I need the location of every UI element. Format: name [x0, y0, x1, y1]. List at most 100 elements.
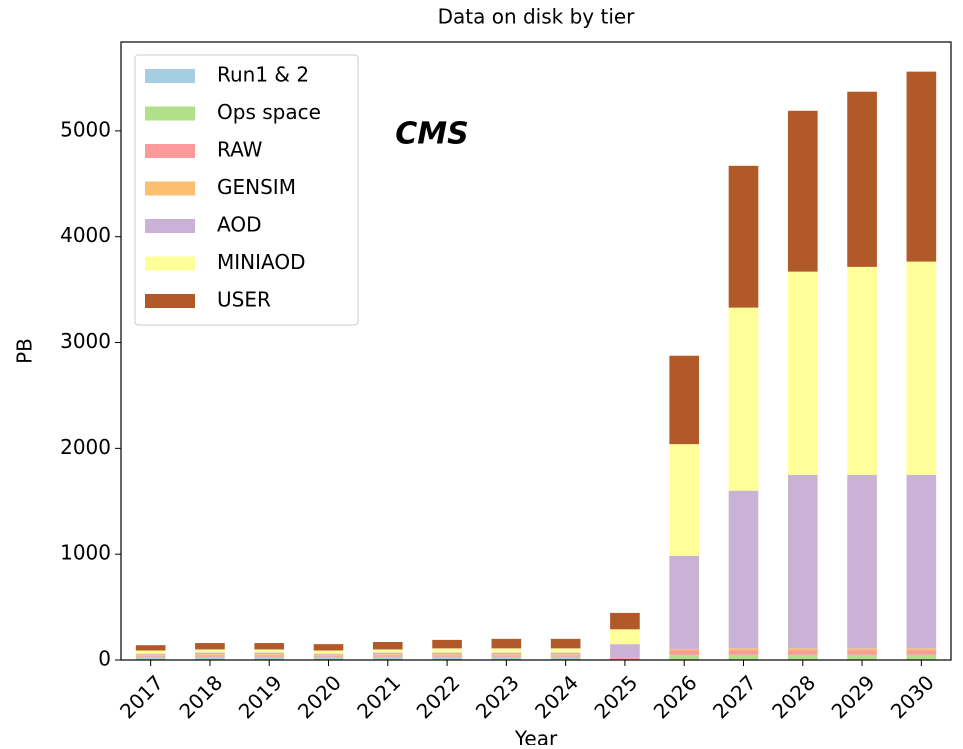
legend-label: USER	[217, 288, 271, 312]
bar-segment	[728, 490, 759, 649]
bar-segment	[432, 655, 462, 657]
bar-segment	[372, 652, 403, 655]
bar-segment	[313, 656, 344, 658]
bar-segment	[787, 650, 818, 655]
bar-segment	[313, 650, 344, 654]
bar-segment	[669, 654, 700, 660]
y-tick-label: 2000	[60, 435, 111, 459]
legend-swatch	[145, 181, 195, 196]
bar-segment	[550, 656, 581, 658]
bar-segment	[847, 474, 877, 649]
bar-segment	[787, 654, 818, 660]
legend-swatch	[145, 69, 195, 83]
x-tick-label: 2026	[649, 670, 702, 723]
bar-segment	[372, 656, 403, 658]
bar-segment	[372, 642, 403, 650]
legend-label: RAW	[217, 138, 263, 162]
bar-segment	[195, 643, 225, 650]
bar-segment	[254, 656, 285, 658]
bar-segment	[372, 654, 403, 656]
bar-segment	[847, 654, 877, 660]
x-tick-label: 2020	[293, 670, 346, 723]
bar-segment	[906, 648, 937, 651]
legend-swatch	[145, 256, 195, 271]
bar-segment	[432, 654, 462, 656]
y-tick-label: 5000	[60, 117, 111, 141]
bar-segment	[432, 657, 462, 660]
legend-swatch	[145, 219, 195, 233]
bar-segment	[491, 654, 522, 656]
bar-segment	[195, 652, 225, 655]
y-tick-label: 3000	[60, 329, 111, 353]
bar-segment	[787, 474, 818, 649]
bar-segment	[787, 271, 818, 475]
annotation: CMS	[395, 117, 468, 152]
x-tick-label: 2021	[352, 670, 405, 723]
y-tick-label: 0	[98, 647, 111, 671]
bar-segment	[669, 355, 700, 445]
bar-segment	[491, 652, 522, 655]
x-tick-label: 2019	[234, 670, 287, 723]
bar-segment	[432, 656, 462, 658]
y-axis-label: PB	[13, 338, 37, 364]
legend-swatch	[145, 294, 195, 308]
bar-segment	[906, 474, 937, 649]
bar-segment	[135, 655, 166, 657]
bar-segment	[491, 656, 522, 658]
legend-label: MINIAOD	[217, 250, 306, 274]
bar-segment	[610, 629, 640, 645]
bar-segment	[610, 657, 640, 659]
bar-segment	[372, 657, 403, 660]
bar-segment	[610, 612, 640, 630]
x-tick-label: 2017	[115, 670, 168, 723]
bar-segment	[135, 650, 166, 654]
bar-segment	[135, 645, 166, 651]
bar-segment	[254, 652, 285, 655]
x-tick-label: 2029	[827, 670, 880, 723]
bar-segment	[847, 266, 877, 475]
bar-segment	[135, 653, 166, 655]
x-axis-label: Year	[514, 727, 558, 746]
bar-segment	[847, 91, 877, 267]
bar-segment	[728, 648, 759, 651]
bar-segment	[906, 71, 937, 262]
bar-segment	[669, 444, 700, 556]
bar-segment	[728, 307, 759, 491]
bar-segment	[787, 648, 818, 651]
bar-segment	[195, 657, 225, 660]
legend-swatch	[145, 144, 195, 158]
bar-segment	[491, 655, 522, 657]
y-tick-label: 4000	[60, 223, 111, 247]
bar-segment	[372, 649, 403, 653]
bar-segment	[254, 657, 285, 660]
bar-segment	[372, 655, 403, 657]
bar-segment	[313, 653, 344, 655]
bar-segment	[550, 654, 581, 656]
bar-segment	[906, 650, 937, 655]
legend-label: GENSIM	[217, 175, 296, 199]
bar-segment	[669, 648, 700, 651]
bar-segment	[550, 655, 581, 657]
bar-segment	[135, 657, 166, 660]
legend-label: Ops space	[217, 100, 321, 124]
bar-segment	[195, 654, 225, 656]
bar-segment	[550, 638, 581, 649]
bar-segment	[669, 555, 700, 649]
bar-segment	[313, 654, 344, 656]
bar-segment	[432, 648, 462, 653]
x-tick-label: 2023	[471, 670, 524, 723]
chart-title: Data on disk by tier	[438, 5, 636, 29]
bar-segment	[254, 649, 285, 653]
plot-frame	[120, 41, 952, 661]
bar-segment	[432, 652, 462, 655]
bar-segment	[728, 650, 759, 655]
x-tick-label: 2024	[530, 670, 583, 723]
bar-segment	[195, 656, 225, 658]
bar-segment	[728, 165, 759, 308]
bar-segment	[787, 110, 818, 272]
x-tick-label: 2030	[886, 670, 939, 723]
legend-label: Run1 & 2	[217, 63, 309, 87]
y-tick-label: 1000	[60, 541, 111, 565]
bar-segment	[491, 638, 522, 649]
